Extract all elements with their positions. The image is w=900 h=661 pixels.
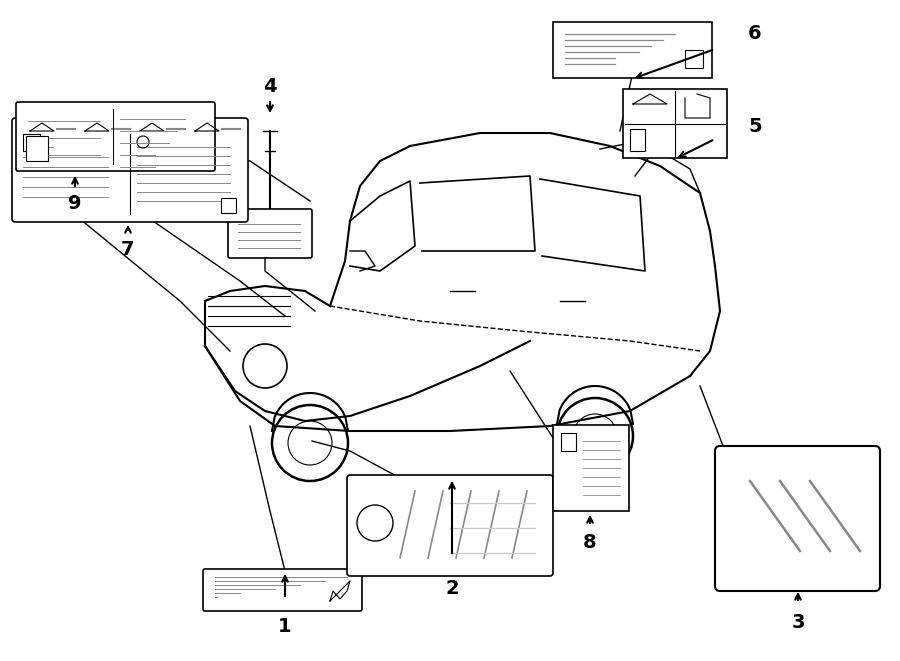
- Bar: [561, 433, 576, 451]
- Text: 7: 7: [122, 239, 135, 258]
- FancyBboxPatch shape: [553, 22, 712, 78]
- Text: 8: 8: [583, 533, 597, 553]
- Bar: [23, 134, 40, 151]
- Text: 9: 9: [68, 194, 82, 212]
- Text: 1: 1: [278, 617, 292, 635]
- FancyBboxPatch shape: [16, 102, 215, 171]
- Text: 4: 4: [263, 77, 277, 95]
- Bar: [221, 198, 236, 213]
- FancyBboxPatch shape: [203, 569, 362, 611]
- FancyBboxPatch shape: [553, 425, 629, 511]
- Bar: [685, 50, 703, 68]
- FancyBboxPatch shape: [347, 475, 553, 576]
- Bar: [26, 136, 48, 161]
- FancyBboxPatch shape: [623, 89, 727, 158]
- FancyBboxPatch shape: [715, 446, 880, 591]
- FancyBboxPatch shape: [228, 209, 312, 258]
- FancyBboxPatch shape: [12, 118, 248, 222]
- Text: 2: 2: [446, 580, 459, 598]
- Bar: [630, 129, 645, 151]
- Text: 3: 3: [791, 613, 805, 633]
- Text: 6: 6: [748, 24, 761, 42]
- Text: 5: 5: [748, 116, 761, 136]
